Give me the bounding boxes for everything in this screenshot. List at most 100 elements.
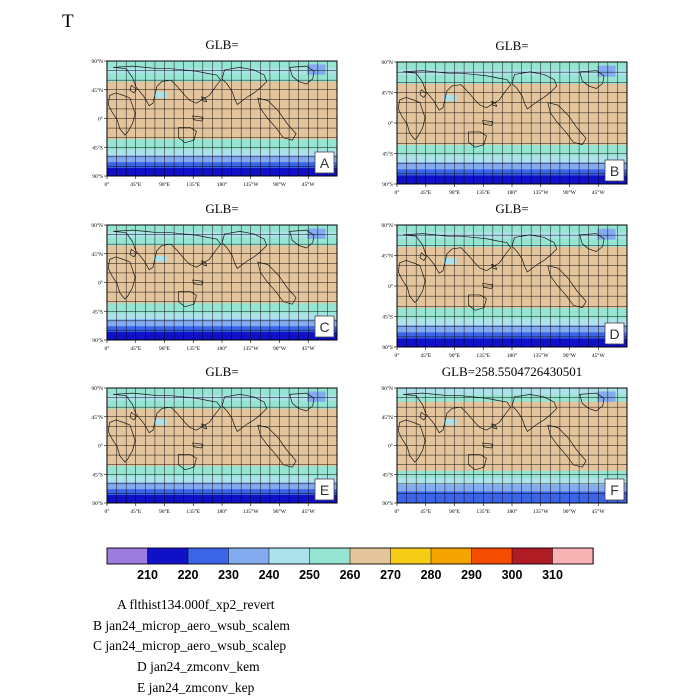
panel-letter-box: [604, 159, 625, 182]
lat-tick-label: 90°N: [381, 222, 393, 229]
lon-tick-label: 45°W: [302, 181, 316, 188]
map-panel-a: GLB=90°N45°N0°45°S90°S0° 45°E 90°E 135°E 180…: [91, 37, 338, 188]
colorbar-swatch: [106, 547, 149, 565]
lat-tick-label: 0°: [98, 116, 103, 123]
colorbar-swatch: [430, 547, 473, 565]
cold-patch: [443, 419, 457, 425]
lon-tick-label: 90°W: [273, 181, 287, 188]
lon-tick-label: 135°W: [533, 352, 549, 359]
lon-tick-label: 135°W: [533, 508, 549, 515]
panel-title: GLB=: [495, 38, 528, 53]
colorbar-tick-label: 230: [218, 568, 239, 582]
lon-tick-label: 45°E: [420, 508, 432, 515]
lat-tick-label: 90°N: [91, 58, 103, 65]
colorbar-tick-label: 210: [137, 568, 158, 582]
gridlines: [107, 61, 337, 176]
lon-tick-label: 0°: [105, 508, 110, 515]
legend-entry-b: B jan24_microp_aero_wsub_scalem: [93, 618, 290, 633]
lat-tick-label: 90°S: [382, 500, 393, 507]
gridlines: [397, 62, 627, 184]
lon-tick-label: 90°E: [159, 508, 171, 515]
colorbar-swatch: [552, 547, 594, 565]
lat-tick-label: 0°: [98, 443, 103, 450]
lon-tick-label: 135°W: [243, 508, 259, 515]
cold-patch: [153, 92, 167, 98]
lat-tick-label: 45°S: [382, 471, 393, 478]
lon-tick-label: 0°: [395, 352, 400, 359]
panel-letter: E: [320, 482, 329, 498]
panel-title: GLB=: [205, 364, 238, 379]
lat-tick-label: 45°S: [92, 308, 103, 315]
lat-tick-label: 90°S: [92, 500, 103, 507]
lon-tick-label: 90°W: [273, 345, 287, 352]
lon-tick-label: 45°W: [302, 508, 316, 515]
colorbar-swatch: [147, 547, 189, 565]
panel-title: GLB=: [205, 201, 238, 216]
lon-tick-label: 180°: [217, 345, 227, 352]
lat-tick-label: 45°N: [381, 253, 393, 260]
lon-tick-label: 45°W: [302, 345, 316, 352]
gridlines: [107, 388, 337, 503]
case-legend: A flthist134.000f_xp2_revert B jan24_mic…: [93, 597, 290, 695]
panel-letter: D: [609, 326, 619, 342]
colorbar-swatch: [187, 547, 230, 565]
panel-letter-box: [314, 151, 335, 174]
lat-tick-label: 90°N: [381, 59, 393, 66]
lon-tick-label: 0°: [105, 181, 110, 188]
map-panel-c: GLB=90°N45°N0°45°S90°S0° 45°E 90°E 135°E 180…: [91, 201, 338, 352]
lon-tick-label: 180°: [217, 508, 227, 515]
panel-letter-box: [604, 478, 625, 501]
lon-tick-label: 45°E: [130, 508, 142, 515]
lon-tick-label: 180°: [507, 352, 517, 359]
colorbar-tick-label: 260: [340, 568, 361, 582]
lat-tick-label: 90°S: [382, 344, 393, 351]
lon-tick-label: 135°E: [476, 189, 490, 196]
colorbar-frame: [106, 547, 594, 565]
lon-tick-label: 45°E: [130, 345, 142, 352]
gridlines: [397, 388, 627, 503]
lat-tick-label: 45°N: [381, 90, 393, 97]
colorbar-tick-label: 250: [299, 568, 320, 582]
lat-tick-label: 0°: [388, 283, 393, 290]
colorbar-swatch: [390, 547, 432, 565]
colorbar-swatch: [471, 547, 513, 565]
cold-patch: [153, 256, 167, 262]
lat-tick-label: 45°S: [92, 471, 103, 478]
lat-tick-label: 45°S: [92, 144, 103, 151]
panel-letter: B: [610, 163, 619, 179]
panel-grid: GLB=90°N45°N0°45°S90°S0° 45°E 90°E 135°E 180…: [91, 37, 628, 515]
panel-letter: F: [610, 482, 619, 498]
legend-entry-e: E jan24_zmconv_kep: [137, 680, 255, 695]
legend-entry-d: D jan24_zmconv_kem: [137, 659, 260, 674]
lon-tick-label: 135°E: [186, 181, 200, 188]
panel-letter-box: [314, 315, 335, 338]
legend-entry-a: A flthist134.000f_xp2_revert: [117, 597, 275, 612]
cold-patch: [597, 228, 616, 240]
lat-tick-label: 90°N: [91, 222, 103, 229]
lat-tick-label: 0°: [98, 280, 103, 287]
lon-tick-label: 135°E: [476, 508, 490, 515]
colorbar-tick-label: 310: [542, 568, 563, 582]
gridlines: [397, 225, 627, 347]
lat-tick-label: 90°S: [92, 173, 103, 180]
lat-tick-label: 45°N: [91, 251, 103, 258]
colorbar-swatch: [309, 547, 351, 565]
map-panel-f: GLB=258.550472643050190°N45°N0°45°S90°S0…: [381, 364, 628, 515]
lat-tick-label: 45°N: [381, 414, 393, 421]
map-panel-e: GLB=90°N45°N0°45°S90°S0° 45°E 90°E 135°E 180…: [91, 364, 338, 515]
colorbar-tick-label: 220: [178, 568, 199, 582]
lat-tick-label: 0°: [388, 443, 393, 450]
panel-title: GLB=: [205, 37, 238, 52]
panel-letter: C: [319, 319, 329, 335]
lon-tick-label: 90°W: [563, 189, 577, 196]
lon-tick-label: 180°: [507, 189, 517, 196]
lon-tick-label: 90°W: [563, 352, 577, 359]
colorbar-swatch: [268, 547, 311, 565]
lon-tick-label: 0°: [395, 508, 400, 515]
lon-tick-label: 45°E: [420, 352, 432, 359]
cold-patch: [153, 419, 167, 425]
colorbar-tick-label: 290: [461, 568, 482, 582]
lon-tick-label: 135°W: [243, 181, 259, 188]
panel-letter-box: [604, 322, 625, 345]
lon-tick-label: 90°E: [159, 345, 171, 352]
